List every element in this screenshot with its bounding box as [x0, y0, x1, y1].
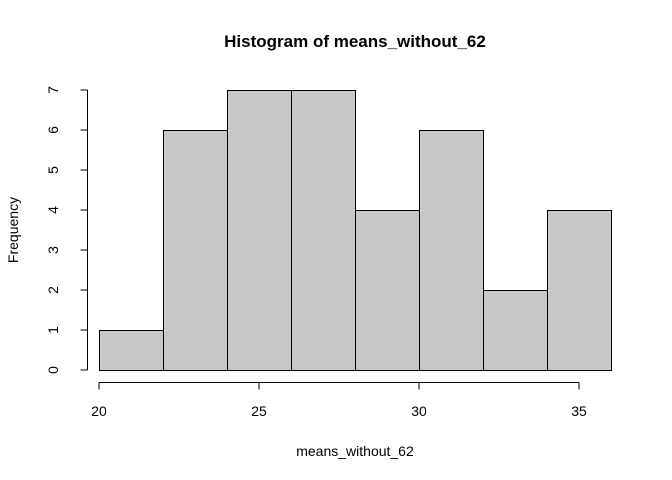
- histogram-bar: [163, 130, 228, 371]
- histogram-bar: [483, 290, 548, 371]
- x-tick-label: 35: [571, 403, 587, 419]
- x-tick-label: 25: [251, 403, 267, 419]
- y-tick-label: 1: [45, 326, 61, 334]
- bars-group: [99, 90, 612, 371]
- histogram-bar: [419, 130, 484, 371]
- histogram-bar: [227, 90, 292, 371]
- y-tick-label: 5: [45, 166, 61, 174]
- x-axis-label: means_without_62: [296, 443, 414, 459]
- histogram-bar: [291, 90, 356, 371]
- chart-title: Histogram of means_without_62: [224, 32, 486, 51]
- y-tick-label: 6: [45, 126, 61, 134]
- histogram-bar: [355, 210, 420, 371]
- histogram-bar: [99, 330, 164, 371]
- y-tick-label: 3: [45, 246, 61, 254]
- y-tick-label: 7: [45, 86, 61, 94]
- histogram-bar: [547, 210, 612, 371]
- x-tick-label: 30: [411, 403, 427, 419]
- y-axis-label: Frequency: [5, 197, 21, 263]
- y-axis: 0 1 2 3 4 5 6 7: [45, 86, 88, 374]
- x-tick-label: 20: [91, 403, 107, 419]
- y-tick-label: 4: [45, 206, 61, 214]
- x-axis: 20 25 30 35: [91, 382, 587, 419]
- y-tick-label: 0: [45, 366, 61, 374]
- y-tick-label: 2: [45, 286, 61, 294]
